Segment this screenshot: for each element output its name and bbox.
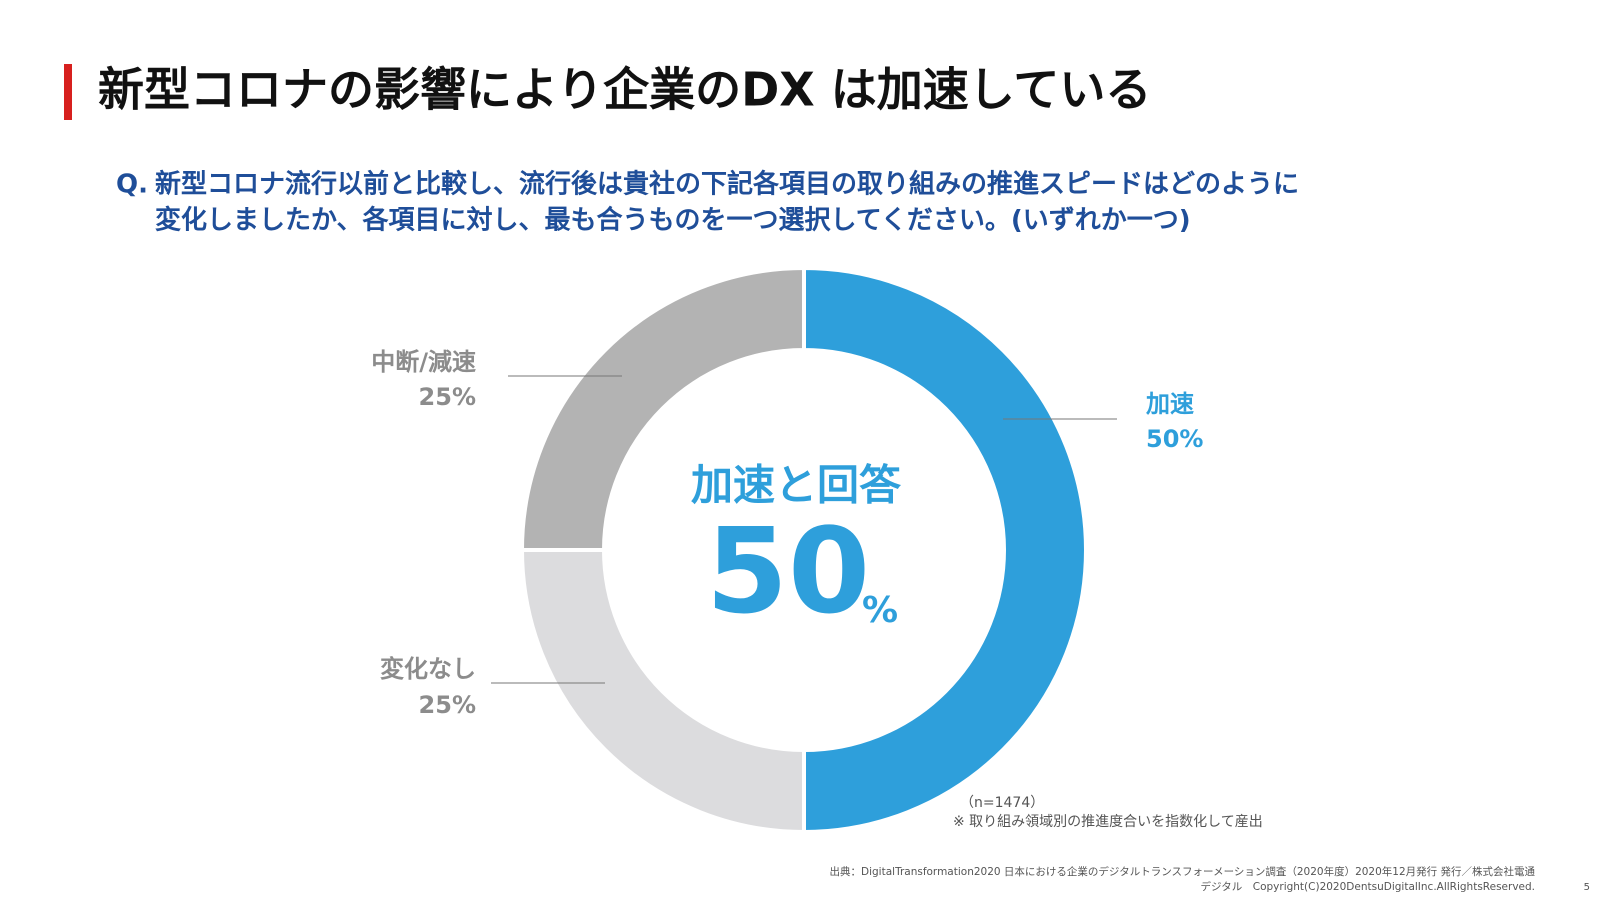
slice-value-label: 25% xyxy=(419,691,476,719)
slice-value-label: 50% xyxy=(1146,425,1203,453)
title-accent xyxy=(64,64,72,120)
question-prefix: Q. xyxy=(116,170,148,200)
center-label: 加速と回答 xyxy=(691,461,902,510)
center-value: 50 xyxy=(706,502,870,640)
slice-label: 変化なし xyxy=(380,655,476,683)
slide-title: 新型コロナの影響により企業のDX は加速している xyxy=(98,63,1151,117)
question-line: 変化しましたか、各項目に対し、最も合うものを一つ選択してください。(いずれか一つ… xyxy=(155,205,1191,236)
donut-slice xyxy=(519,265,806,552)
slice-label: 中断/減速 xyxy=(371,348,476,376)
source: 出典：DigitalTransformation2020 日本における企業のデジ… xyxy=(830,865,1536,878)
note: ※ 取り組み領域別の推進度合いを指数化して産出 xyxy=(953,813,1263,830)
page-number: 5 xyxy=(1584,882,1590,893)
donut-slice xyxy=(802,265,1088,835)
donut-slice xyxy=(519,548,806,835)
center-unit: % xyxy=(862,590,898,631)
slice-value-label: 25% xyxy=(419,383,476,411)
source: デジタル Copyright(C)2020DentsuDigitalInc.Al… xyxy=(1200,880,1535,893)
question-line: 新型コロナ流行以前と比較し、流行後は貴社の下記各項目の取り組みの推進スピードはど… xyxy=(155,169,1299,200)
note: （n=1474） xyxy=(960,795,1044,811)
slice-label: 加速 xyxy=(1146,390,1194,418)
